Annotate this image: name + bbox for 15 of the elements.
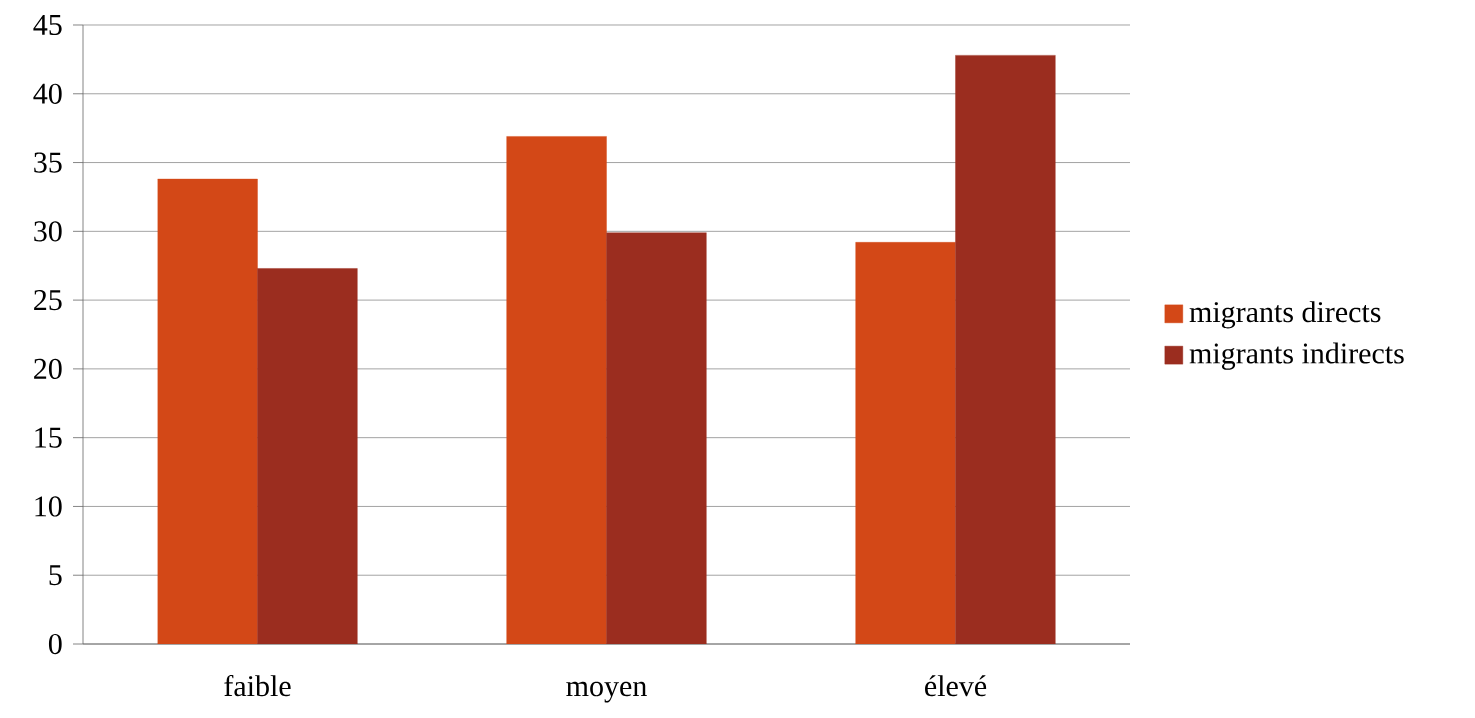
y-tick-label: 35: [34, 152, 62, 173]
x-tick-label: moyen: [566, 681, 647, 703]
y-tick-label: 25: [34, 290, 62, 311]
y-tick-label: 45: [33, 14, 62, 36]
y-tick-label: 40: [33, 83, 62, 104]
y-tick-label: 0: [48, 633, 62, 655]
legend-label: migrants indirects: [1189, 342, 1404, 370]
y-tick-label: 15: [35, 427, 62, 448]
y-tick-label: 10: [35, 496, 62, 517]
x-tick-label: élevé: [925, 675, 987, 697]
y-tick-label: 20: [34, 358, 62, 380]
y-tick-label: 30: [34, 221, 62, 242]
y-tick-label: 5: [49, 565, 62, 586]
legend-label: migrants directs: [1189, 301, 1381, 329]
x-tick-label: faible: [224, 674, 291, 697]
